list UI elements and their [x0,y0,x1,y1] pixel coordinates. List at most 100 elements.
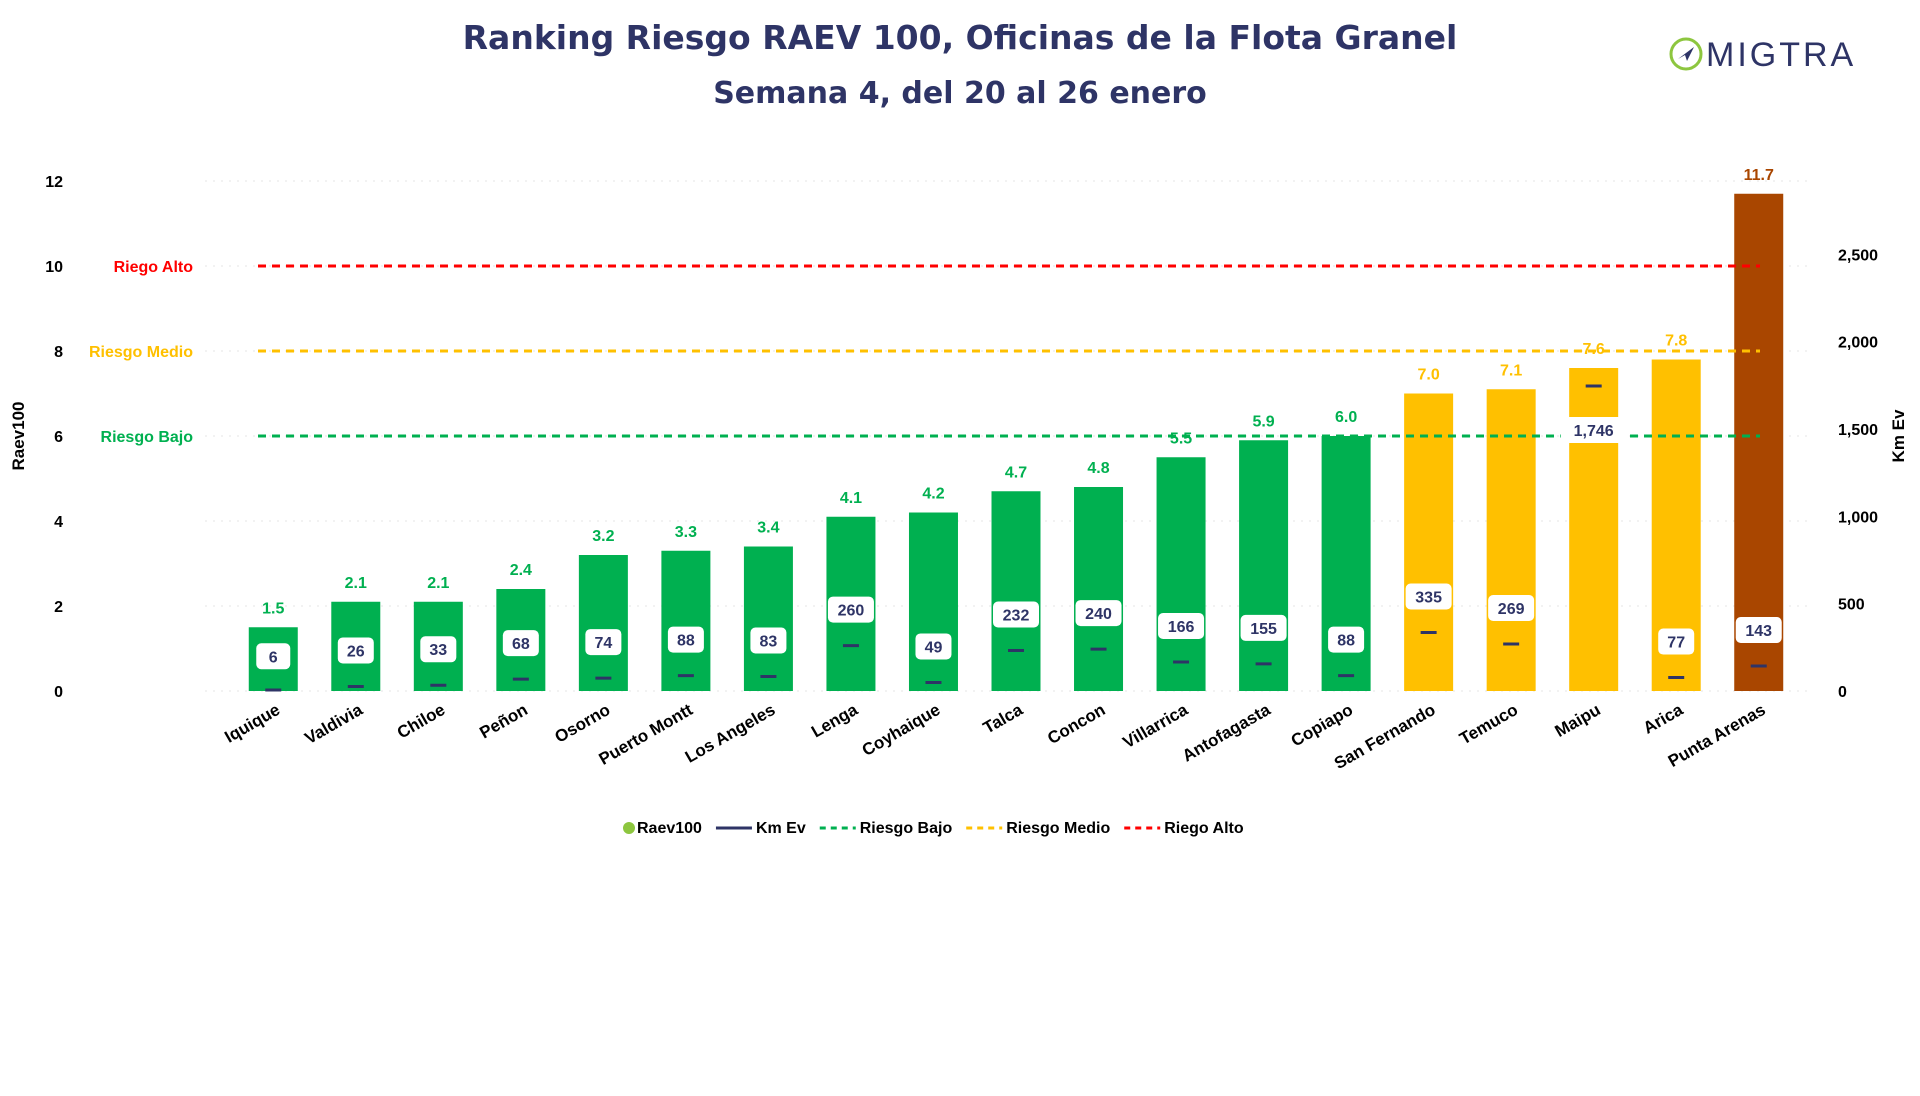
y2-tick-label: 1,000 [1838,509,1878,526]
x-tick-label: Peñon [476,700,530,742]
legend-label: Riego Alto [1164,820,1244,837]
km-ev-label-box [1405,583,1452,610]
x-tick-label: Osorno [552,700,614,747]
y-tick-label: 0 [54,684,63,701]
km-ev-value-label: 143 [1745,623,1772,640]
km-ev-label-box [827,596,874,623]
y2-tick-label: 500 [1838,597,1865,614]
logo-ring-icon [1669,37,1703,71]
km-ev-value-label: 74 [594,635,612,652]
km-ev-label-box [1328,626,1365,653]
x-tick-label: Coyhaique [859,700,944,760]
legend-marker [623,822,635,834]
y-tick-label: 4 [54,514,63,531]
x-tick-label: Los Angeles [682,700,778,767]
bar-raev100 [661,550,711,691]
km-ev-label-box [1158,613,1205,640]
bar-raev100 [1239,440,1289,691]
bar-value-label: 7.8 [1665,333,1687,350]
km-ev-label-box [585,629,622,656]
y2-axis-title: Km Ev [1889,409,1908,462]
legend-label: Raev100 [637,820,702,837]
km-ev-value-label: 260 [838,603,865,620]
y2-tick-label: 2,000 [1838,335,1878,352]
km-ev-label-box [1075,600,1122,627]
km-ev-value-label: 240 [1085,606,1112,623]
bar-raev100 [578,555,628,691]
km-ev-value-label: 49 [925,639,943,656]
bar-value-label: 2.1 [427,575,449,592]
km-ev-value-label: 33 [429,642,447,659]
bar-value-label: 4.7 [1005,464,1027,481]
y-axis-title: Raev100 [9,401,28,470]
x-tick-label: Antofagasta [1179,700,1274,766]
x-tick-label: Temuco [1456,700,1521,748]
bar-raev100 [1156,457,1206,691]
km-ev-label-box [1488,595,1535,622]
bar-value-label: 4.1 [840,490,862,507]
km-ev-label-box [1735,617,1782,644]
km-ev-label-box [750,627,787,654]
chart-subtitle: Semana 4, del 20 al 26 enero [713,76,1207,111]
bar-raev100 [1074,487,1124,691]
logo-arrow-icon [1678,47,1694,61]
threshold-label: Riego Alto [114,259,194,276]
km-ev-value-label: 269 [1498,601,1525,618]
bar-raev100 [1321,436,1371,691]
km-ev-value-label: 1,746 [1574,423,1614,440]
km-ev-value-label: 68 [512,636,530,653]
bar-raev100 [743,546,793,691]
x-tick-label: Valdivia [301,700,366,748]
legend-label: Riesgo Bajo [860,820,953,837]
km-ev-label-box [1240,614,1287,641]
x-tick-label: Iquique [221,700,283,747]
km-ev-label-box [667,626,704,653]
bar-value-label: 7.6 [1583,341,1605,358]
threshold-label: Riesgo Medio [89,344,193,361]
bar-value-label: 4.8 [1087,460,1109,477]
bar-value-label: 3.3 [675,524,697,541]
bar-value-label: 11.7 [1744,167,1774,184]
bar-raev100 [1569,368,1619,691]
km-ev-value-label: 166 [1168,619,1195,636]
km-ev-value-label: 232 [1003,607,1030,624]
chart-title: Ranking Riesgo RAEV 100, Oficinas de la … [462,18,1458,57]
x-tick-label: Chiloe [394,700,448,742]
km-ev-label-box [420,636,457,663]
y2-tick-label: 1,500 [1838,422,1878,439]
bar-raev100 [908,512,958,691]
y-tick-label: 12 [45,174,63,191]
bar-value-label: 2.4 [510,562,532,579]
km-ev-label-box [337,637,374,664]
svg-text:MIGTRA: MIGTRA [1706,36,1856,74]
km-ev-label-box [915,633,952,660]
x-tick-label: Concon [1044,700,1108,748]
bar-value-label: 7.0 [1418,367,1440,384]
km-ev-label-box [502,630,539,657]
x-tick-label: Lenga [808,700,861,742]
bar-value-label: 2.1 [345,575,367,592]
legend-label: Riesgo Medio [1006,820,1110,837]
y-tick-label: 2 [54,599,63,616]
km-ev-label-box [256,643,291,670]
km-ev-value-label: 155 [1250,621,1277,638]
y-tick-label: 6 [54,429,63,446]
km-ev-value-label: 88 [1337,633,1355,650]
bar-raev100 [1486,389,1536,691]
y2-tick-label: 0 [1838,684,1847,701]
legend-label: Km Ev [756,820,806,837]
km-ev-label-box [1560,417,1627,444]
x-tick-label: Copiapo [1288,700,1356,750]
y2-tick-label: 2,500 [1838,247,1878,264]
bar-value-label: 6.0 [1335,409,1357,426]
bar-raev100 [991,491,1041,691]
bar-value-label: 1.5 [262,600,284,617]
bar-raev100 [1734,193,1784,691]
km-ev-label-box [1658,628,1695,655]
km-ev-value-label: 77 [1667,635,1685,652]
bar-value-label: 7.1 [1500,362,1522,379]
km-ev-value-label: 83 [760,634,778,651]
km-ev-value-label: 26 [347,643,365,660]
km-ev-value-label: 88 [677,633,695,650]
